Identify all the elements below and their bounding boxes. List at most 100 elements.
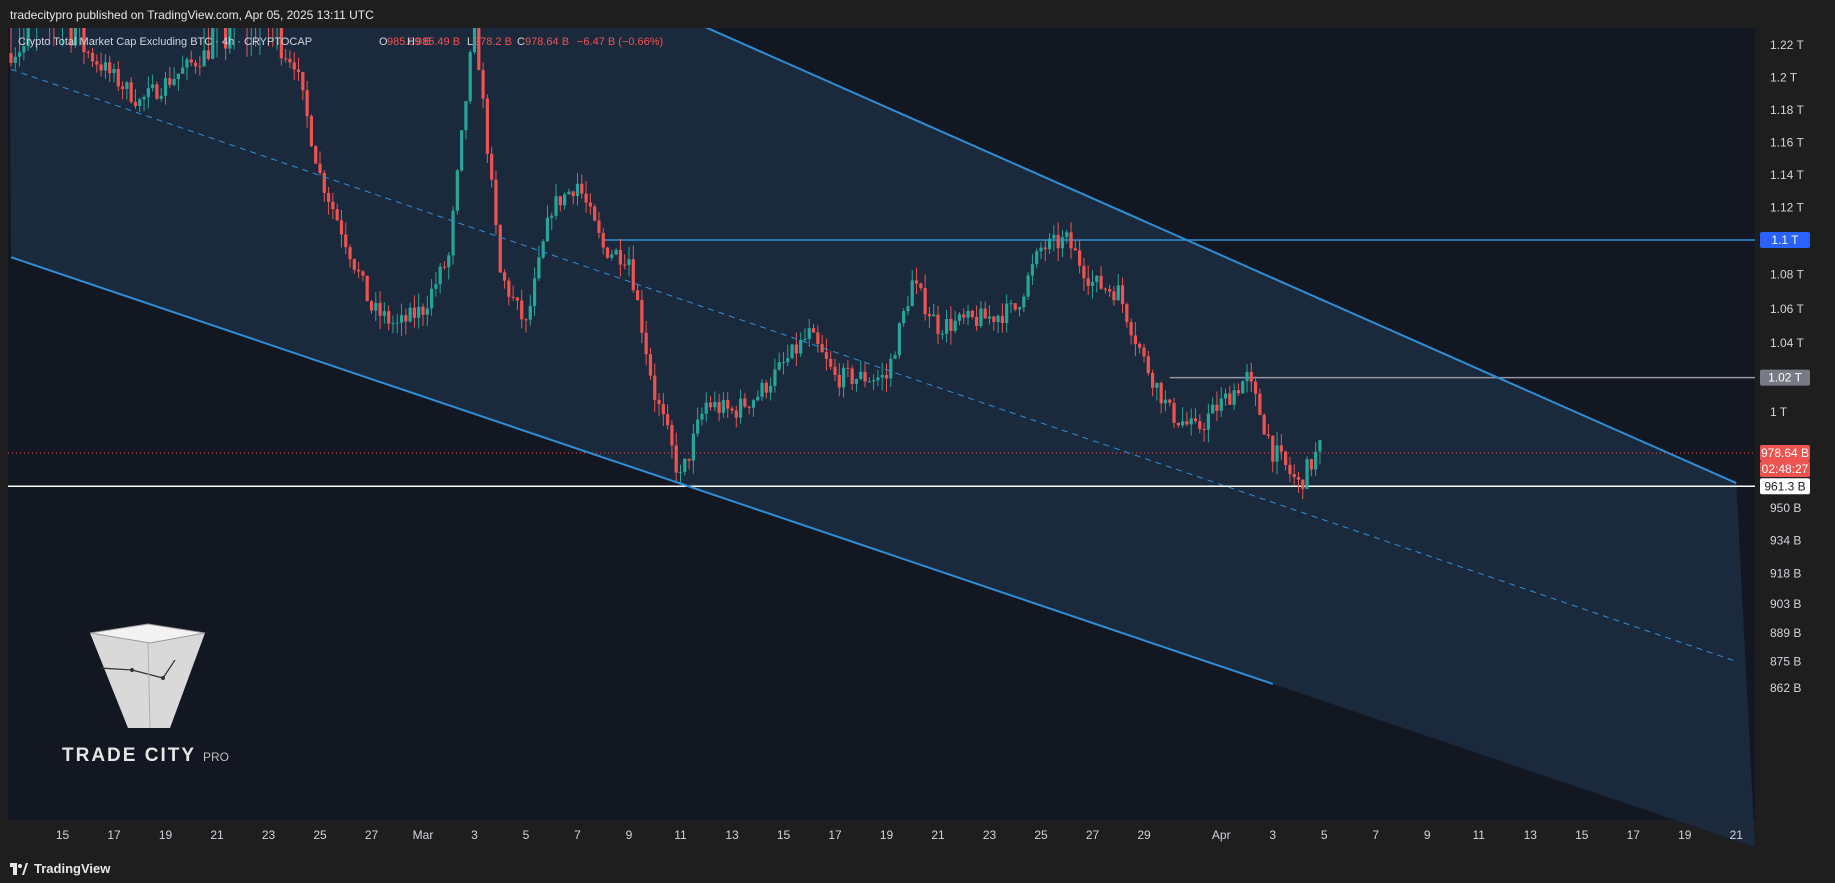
- time-tick-label: 11: [1473, 828, 1486, 842]
- candle-body: [125, 82, 129, 89]
- candle-body: [1150, 372, 1155, 388]
- candle-body: [764, 382, 768, 393]
- candle-body: [558, 196, 562, 206]
- candle-body: [9, 53, 13, 63]
- price-tick-label: 1.2 T: [1770, 71, 1798, 85]
- candle-body: [940, 333, 944, 335]
- candle-body: [1043, 247, 1047, 250]
- price-tick-label: 1.04 T: [1770, 336, 1804, 350]
- candle-body: [22, 46, 26, 53]
- candle-body: [511, 296, 515, 298]
- candle-body: [966, 310, 970, 318]
- candle-body: [129, 82, 133, 102]
- candle-body: [936, 314, 940, 334]
- candle-body: [1125, 304, 1129, 323]
- candle-body: [756, 396, 760, 401]
- candle-body: [1284, 451, 1288, 465]
- candle-body: [451, 210, 455, 256]
- candle-body: [1095, 275, 1099, 283]
- time-tick-label: 21: [210, 828, 224, 842]
- candle-body: [781, 362, 786, 364]
- price-tag-box[interactable]: [1760, 461, 1810, 478]
- candle-body: [730, 408, 734, 411]
- candle-body: [1035, 251, 1039, 265]
- symbol-title[interactable]: Crypto Total Market Cap Excluding BTC · …: [18, 36, 312, 48]
- candle-body: [193, 62, 198, 67]
- candle-body: [348, 247, 352, 260]
- candle-body: [554, 196, 558, 216]
- candle-body: [580, 183, 584, 194]
- candle-body: [799, 340, 803, 354]
- ohlc-low-label: L: [467, 36, 473, 48]
- candle-body: [893, 355, 897, 359]
- price-tick-label: 1.12 T: [1770, 201, 1804, 215]
- candle-body: [1211, 404, 1215, 414]
- price-tag-box[interactable]: [1760, 369, 1810, 386]
- candle-body: [116, 68, 120, 87]
- candle-body: [601, 232, 605, 248]
- candle-body: [683, 458, 687, 472]
- candle-body: [803, 338, 807, 341]
- time-tick-label: 19: [159, 828, 173, 842]
- price-axis[interactable]: 1.22 T 1.2 T 1.18 T 1.16 T 1.14 T 1.12 T 1.1 T…: [1770, 38, 1804, 695]
- price-tick-label: 1.08 T: [1770, 267, 1804, 281]
- candle-body: [863, 371, 867, 382]
- candle-body: [1215, 404, 1219, 411]
- candle-body: [198, 66, 202, 68]
- candle-body: [1052, 234, 1056, 239]
- time-tick-label: 21: [931, 828, 945, 842]
- candle-body: [357, 269, 361, 272]
- candle-body: [906, 306, 910, 312]
- tradingview-logo-icon: [10, 862, 28, 875]
- ohlc-low-value: 978.2 B: [474, 36, 512, 48]
- candle-body: [588, 202, 592, 207]
- candle-body: [460, 130, 464, 171]
- candle-body: [288, 58, 292, 63]
- candle-body: [1138, 343, 1142, 348]
- candle-body: [678, 471, 683, 473]
- time-tick-label: 7: [1372, 828, 1379, 842]
- candle-body: [146, 88, 150, 97]
- time-axis[interactable]: 15 17 19 21 23 25 27 Mar 3 5 7 9 11 13 15 17 19 21 23 25 27 2…: [56, 828, 1743, 842]
- candle-body: [670, 425, 674, 446]
- candle-body: [1017, 307, 1022, 310]
- price-tick-label: 1.06 T: [1770, 302, 1804, 316]
- time-tick-label: 25: [1034, 828, 1048, 842]
- price-tag-box[interactable]: [1760, 232, 1810, 248]
- candle-body: [176, 73, 180, 80]
- candle-body: [1013, 303, 1017, 310]
- candle-body: [700, 413, 704, 420]
- candle-body: [914, 280, 919, 284]
- candle-body: [1065, 232, 1069, 238]
- channel-lower-line[interactable]: [10, 256, 1274, 685]
- candle-body: [653, 375, 657, 400]
- candle-body: [1253, 381, 1258, 394]
- candle-body: [335, 209, 339, 221]
- channel-midline[interactable]: [10, 68, 1737, 662]
- price-tick-label: 889 B: [1770, 626, 1801, 640]
- candle-body: [90, 52, 95, 62]
- candle-body: [434, 284, 438, 289]
- time-tick-label: 9: [1424, 828, 1431, 842]
- candle-body: [468, 52, 472, 102]
- candle-body: [181, 67, 185, 74]
- candle-body: [408, 307, 412, 322]
- candle-body: [365, 275, 369, 302]
- price-chart[interactable]: 1.22 T 1.2 T 1.18 T 1.16 T 1.14 T 1.12 T 1.1 T…: [0, 28, 1835, 855]
- candle-body: [326, 192, 331, 202]
- candle-body: [597, 220, 601, 233]
- candle-body: [301, 72, 305, 91]
- candle-body: [807, 328, 811, 339]
- candle-body: [331, 201, 335, 210]
- candle-body: [1047, 238, 1052, 250]
- candle-body: [1258, 393, 1262, 415]
- candle-body: [1090, 282, 1095, 286]
- candle-body: [344, 234, 348, 248]
- channel-upper-line[interactable]: [475, 28, 1737, 484]
- candlestick-series: [9, 28, 1322, 500]
- price-tag-box[interactable]: [1760, 445, 1810, 462]
- candle-body: [1301, 479, 1305, 489]
- candle-body: [292, 62, 296, 70]
- tradingview-brand[interactable]: TradingView: [10, 861, 110, 876]
- price-tag-box[interactable]: [1760, 478, 1810, 495]
